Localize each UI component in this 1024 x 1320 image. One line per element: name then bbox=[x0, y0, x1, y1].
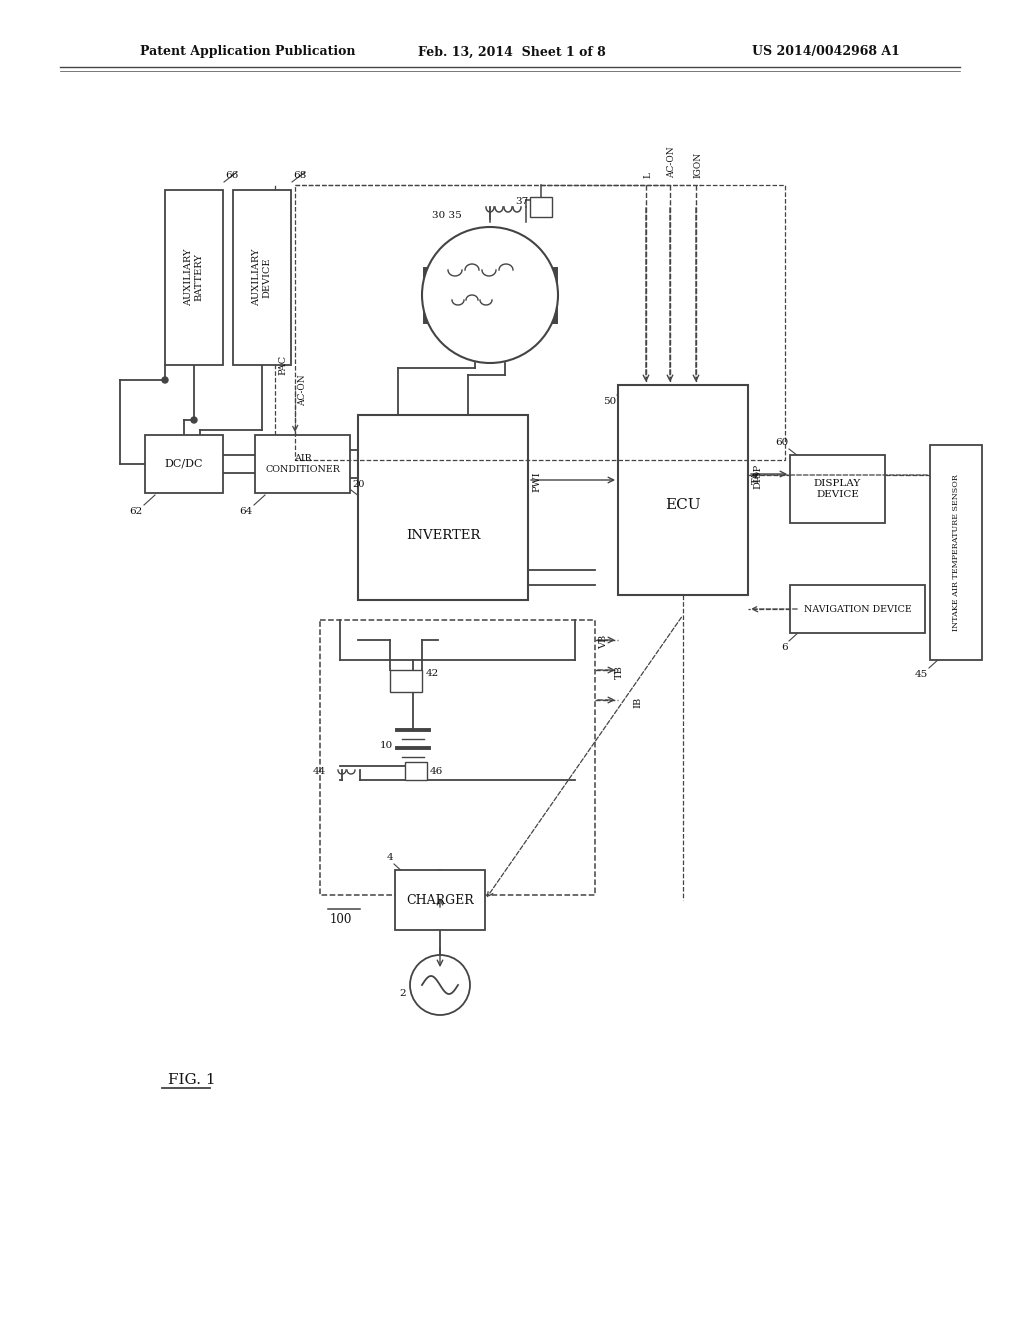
Text: VB: VB bbox=[599, 635, 608, 649]
Bar bbox=[530, 197, 552, 216]
Text: 20: 20 bbox=[352, 480, 365, 488]
Text: 60: 60 bbox=[775, 438, 788, 447]
Circle shape bbox=[410, 954, 470, 1015]
Bar bbox=[395, 870, 485, 931]
Text: NAVIGATION DEVICE: NAVIGATION DEVICE bbox=[804, 605, 911, 614]
Text: Patent Application Publication: Patent Application Publication bbox=[140, 45, 355, 58]
Text: 45: 45 bbox=[914, 671, 928, 678]
Text: 68: 68 bbox=[293, 172, 306, 180]
Bar bbox=[233, 190, 291, 366]
Text: 30 35: 30 35 bbox=[432, 210, 462, 219]
Bar bbox=[618, 385, 748, 595]
Text: TA: TA bbox=[752, 470, 761, 483]
Text: 50: 50 bbox=[603, 397, 616, 407]
Text: TB: TB bbox=[615, 665, 624, 678]
Text: IB: IB bbox=[633, 697, 642, 708]
Text: 37: 37 bbox=[515, 198, 528, 206]
Text: ECU: ECU bbox=[666, 498, 700, 512]
Bar bbox=[406, 762, 427, 780]
Text: DISPLAY
DEVICE: DISPLAY DEVICE bbox=[814, 479, 861, 499]
Text: 64: 64 bbox=[240, 507, 253, 516]
Text: AUXILIARY
DEVICE: AUXILIARY DEVICE bbox=[252, 248, 271, 306]
Text: 4: 4 bbox=[386, 853, 393, 862]
Text: IGON: IGON bbox=[693, 152, 702, 178]
Bar bbox=[790, 585, 925, 634]
Text: 66: 66 bbox=[225, 172, 239, 180]
Text: L: L bbox=[643, 172, 652, 178]
Text: 100: 100 bbox=[330, 913, 352, 927]
Text: US 2014/0042968 A1: US 2014/0042968 A1 bbox=[752, 45, 900, 58]
Bar bbox=[390, 671, 422, 692]
Text: AUXILIARY
BATTERY: AUXILIARY BATTERY bbox=[184, 248, 204, 306]
Text: DISP: DISP bbox=[753, 463, 762, 488]
Text: 42: 42 bbox=[426, 668, 439, 677]
Circle shape bbox=[162, 378, 168, 383]
Text: AC-ON: AC-ON bbox=[298, 374, 307, 405]
Text: 6: 6 bbox=[781, 643, 788, 652]
Text: AC-ON: AC-ON bbox=[668, 147, 677, 178]
Text: 10: 10 bbox=[380, 742, 393, 751]
Text: PAC: PAC bbox=[278, 355, 287, 375]
Text: 46: 46 bbox=[430, 767, 443, 776]
Text: PWI: PWI bbox=[532, 471, 541, 492]
Bar bbox=[295, 185, 785, 459]
Text: INVERTER: INVERTER bbox=[406, 529, 480, 541]
Bar bbox=[319, 620, 595, 895]
Circle shape bbox=[422, 227, 558, 363]
Text: 2: 2 bbox=[399, 989, 406, 998]
Bar bbox=[930, 445, 982, 660]
Text: CHARGER: CHARGER bbox=[407, 894, 474, 907]
Text: DC/DC: DC/DC bbox=[165, 459, 203, 469]
Bar bbox=[255, 436, 350, 492]
Text: 62: 62 bbox=[130, 507, 143, 516]
Bar bbox=[145, 436, 223, 492]
Text: Feb. 13, 2014  Sheet 1 of 8: Feb. 13, 2014 Sheet 1 of 8 bbox=[418, 45, 606, 58]
Circle shape bbox=[191, 417, 197, 422]
Bar bbox=[358, 414, 528, 601]
Bar bbox=[790, 455, 885, 523]
Text: INTAKE AIR TEMPERATURE SENSOR: INTAKE AIR TEMPERATURE SENSOR bbox=[952, 474, 961, 631]
Text: FIG. 1: FIG. 1 bbox=[168, 1073, 216, 1086]
Text: 44: 44 bbox=[312, 767, 326, 776]
Text: AIR
CONDITIONER: AIR CONDITIONER bbox=[265, 454, 340, 474]
Bar bbox=[165, 190, 223, 366]
